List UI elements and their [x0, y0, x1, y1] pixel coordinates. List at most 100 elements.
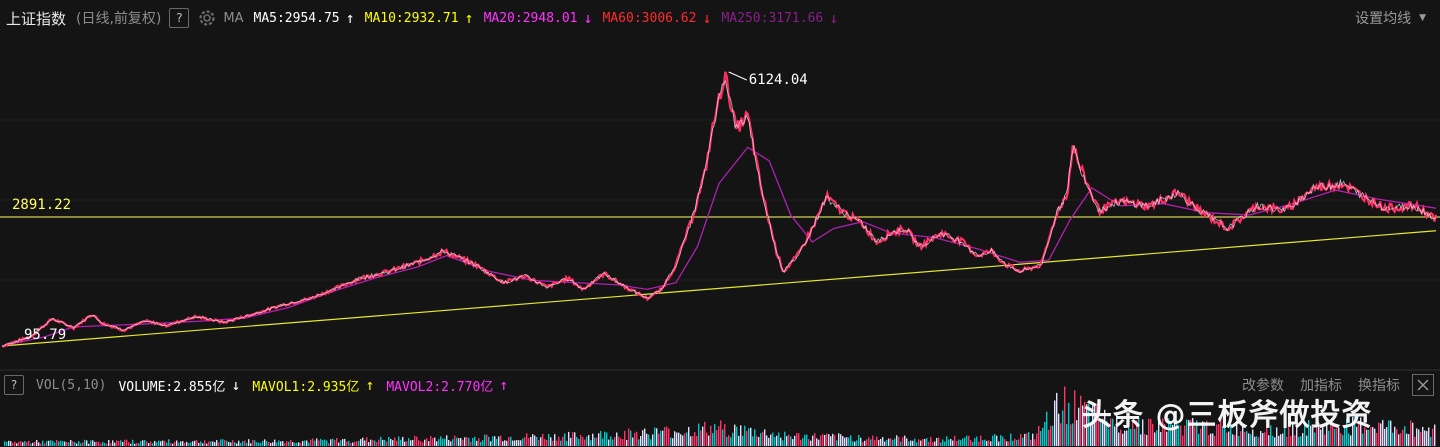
volume-bar	[1246, 431, 1248, 446]
volume-bar	[240, 442, 242, 446]
volume-bar	[780, 437, 782, 446]
volume-bar	[860, 437, 862, 446]
volume-bar	[614, 437, 616, 446]
ma-item-text: MA20:2948.01	[483, 10, 578, 26]
volume-bar	[1050, 425, 1052, 446]
volume-bar	[750, 427, 752, 446]
volume-bar	[1412, 422, 1414, 446]
volume-bar	[1228, 431, 1230, 446]
ma-item-text: MA5:2954.75	[253, 10, 340, 26]
volume-bar	[804, 434, 806, 446]
volume-bar	[1076, 420, 1078, 446]
volume-bar	[1042, 427, 1044, 446]
volume-bar	[1206, 420, 1208, 446]
volume-bar	[1032, 433, 1034, 446]
volume-bar	[1364, 427, 1366, 446]
volume-bar	[4, 441, 6, 446]
volume-bar	[1242, 426, 1244, 446]
volume-bar	[1212, 433, 1214, 446]
volume-bar	[46, 441, 48, 446]
volume-bar	[454, 435, 456, 446]
add-indicator-button[interactable]: 加指标	[1300, 378, 1342, 394]
volume-bar	[322, 440, 324, 446]
gear-icon[interactable]	[197, 8, 217, 28]
volume-bar	[1316, 423, 1318, 446]
volume-bar	[354, 441, 356, 446]
volume-bar	[1258, 437, 1260, 446]
volume-bar	[624, 430, 626, 446]
volume-bar	[332, 438, 334, 446]
volume-header: ? VOL(5,10) VOLUME:2.855亿 ↓ MAVOL1:2.935亿 ↑…	[0, 372, 1440, 398]
volume-bar	[702, 426, 704, 446]
volume-bar	[1056, 392, 1058, 446]
volume-bar	[1024, 433, 1026, 446]
volume-bar	[346, 441, 348, 446]
volume-bar	[74, 442, 76, 446]
volume-bar	[714, 424, 716, 446]
volume-bar	[18, 441, 20, 446]
volume-bar	[900, 441, 902, 446]
volume-bar	[664, 427, 666, 446]
volume-bar	[1132, 421, 1134, 446]
volume-bar	[652, 434, 654, 446]
volume-bar	[172, 443, 174, 446]
volume-bar	[638, 439, 640, 446]
volume-bar	[944, 441, 946, 446]
volume-bar	[1018, 439, 1020, 446]
volume-bar	[366, 437, 368, 446]
volume-bar	[156, 442, 158, 446]
volume-bar	[1192, 418, 1194, 446]
volume-bar	[1278, 435, 1280, 446]
volume-bar	[22, 442, 24, 446]
volume-bar	[732, 432, 734, 446]
ma-settings-button[interactable]: 设置均线 ▼	[1355, 8, 1426, 28]
volume-bar	[190, 442, 192, 446]
volume-bar	[380, 436, 382, 446]
volume-bar	[956, 441, 958, 446]
volume-bar	[1012, 440, 1014, 446]
edit-params-button[interactable]: 改参数	[1242, 378, 1284, 394]
help-button[interactable]: ?	[169, 8, 190, 28]
volume-bar	[404, 441, 406, 446]
volume-bar	[1148, 418, 1150, 446]
volume-help-button[interactable]: ?	[4, 375, 24, 395]
volume-bar	[1040, 431, 1042, 446]
volume-bar	[932, 442, 934, 446]
volume-bar	[1372, 427, 1374, 446]
volume-bar	[358, 440, 360, 446]
volume-item-2: MAVOL2:2.770亿 ↑	[386, 376, 508, 395]
volume-bar	[368, 442, 370, 446]
arrow-up-icon: ↑	[345, 9, 355, 27]
volume-bar	[824, 434, 826, 446]
volume-bar	[466, 437, 468, 446]
trend-line	[1, 230, 1437, 347]
volume-bar	[370, 439, 372, 446]
volume-bar	[816, 438, 818, 446]
volume-bar	[34, 441, 36, 446]
volume-bar	[500, 435, 502, 446]
volume-bar	[1310, 425, 1312, 446]
volume-bar	[386, 441, 388, 446]
volume-bar	[788, 434, 790, 446]
ma-item-3: MA60:3006.62 ↓	[603, 9, 712, 27]
volume-bar	[114, 442, 116, 446]
volume-bar	[850, 435, 852, 446]
switch-indicator-button[interactable]: 换指标	[1358, 378, 1400, 394]
volume-bar	[708, 435, 710, 446]
volume-bar	[690, 436, 692, 446]
volume-bar	[158, 440, 160, 446]
volume-bar	[412, 439, 414, 446]
close-icon[interactable]	[1412, 374, 1434, 396]
volume-bar	[86, 440, 88, 446]
volume-bar	[630, 430, 632, 446]
volume-bar	[1078, 407, 1080, 446]
volume-bar	[554, 434, 556, 446]
volume-bar	[1306, 435, 1308, 446]
volume-bar	[852, 441, 854, 446]
volume-item-text: VOLUME:2.855亿	[118, 379, 226, 395]
volume-bar	[188, 443, 190, 446]
volume-bar	[1130, 429, 1132, 446]
volume-bar	[526, 433, 528, 446]
volume-bar	[920, 440, 922, 446]
